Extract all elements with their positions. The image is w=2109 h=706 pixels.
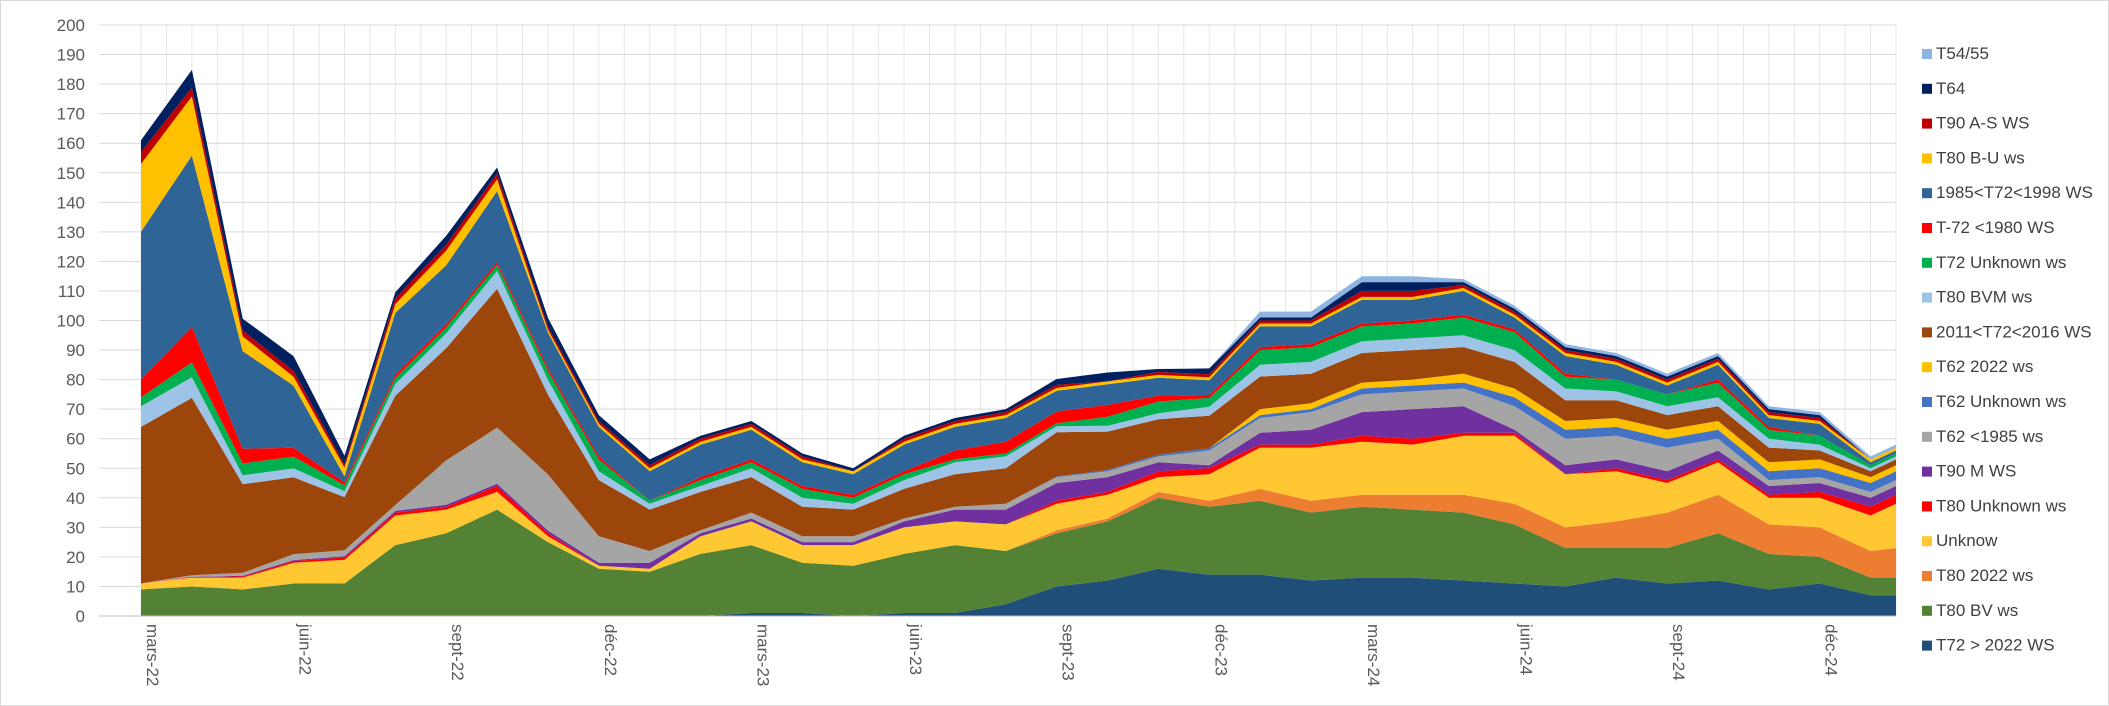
y-tick-label: 150 (57, 164, 85, 183)
legend-swatch (1922, 327, 1932, 338)
legend-label: T72 > 2022 WS (1936, 636, 2055, 655)
x-tick-label: sept-23 (1059, 624, 1078, 681)
legend-swatch (1922, 362, 1932, 373)
legend-swatch (1922, 431, 1932, 442)
y-tick-label: 0 (76, 607, 85, 626)
plot-areas (141, 69, 1896, 616)
legend-swatch (1922, 397, 1932, 407)
x-tick-label: mars-24 (1364, 624, 1383, 686)
y-tick-label: 120 (57, 252, 85, 271)
legend-swatch (1922, 466, 1932, 477)
series-area-2011-t72-2016-ws (141, 288, 1896, 584)
y-tick-label: 10 (66, 577, 85, 596)
x-tick-label: déc-23 (1211, 624, 1230, 676)
legend-swatch (1922, 257, 1932, 268)
y-tick-label: 160 (57, 134, 85, 153)
x-tick-label: déc-22 (601, 624, 620, 676)
legend-label: T80 BVM ws (1936, 288, 2032, 307)
y-tick-label: 30 (66, 518, 85, 537)
series-area-t80-bv-ws (141, 497, 1896, 616)
legend: T54/55 T64 T90 A-S WS T80 B-U ws 1985<T72<19… (1922, 44, 2093, 655)
x-tick-label: juin-23 (906, 623, 925, 675)
legend-label: 1985<T72<1998 WS (1936, 183, 2093, 202)
legend-swatch (1922, 83, 1932, 94)
y-tick-label: 200 (57, 16, 85, 35)
legend-label: T90 A-S WS (1936, 114, 2030, 133)
legend-label: T62 Unknown ws (1936, 392, 2066, 411)
legend-swatch (1922, 536, 1932, 547)
legend-label: T80 2022 ws (1936, 566, 2033, 585)
y-tick-label: 180 (57, 75, 85, 94)
y-tick-label: 50 (66, 459, 85, 478)
legend-swatch (1922, 49, 1932, 59)
x-tick-label: déc-24 (1822, 624, 1841, 676)
series-area-1985-t72-1998-ws (141, 155, 1896, 501)
legend-swatch (1922, 292, 1932, 303)
legend-label: T62 2022 ws (1936, 357, 2033, 376)
legend-swatch (1922, 118, 1932, 129)
series-area-t72-2022-ws (141, 568, 1896, 616)
legend-label: T80 Unknown ws (1936, 496, 2066, 515)
y-tick-label: 140 (57, 193, 85, 212)
legend-swatch (1922, 571, 1932, 581)
legend-label: T-72 <1980 WS (1936, 218, 2055, 237)
legend-label: T64 (1936, 79, 1965, 98)
y-tick-label: 100 (57, 312, 85, 331)
legend-swatch (1922, 223, 1932, 233)
x-tick-label: sept-22 (448, 624, 467, 681)
y-tick-label: 20 (66, 548, 85, 567)
axes: 0 10 20 30 40 50 60 70 80 90 100 110 120 130 140 150 160… (57, 16, 1896, 686)
legend-label: 2011<T72<2016 WS (1936, 322, 2092, 341)
y-tick-label: 60 (66, 430, 85, 449)
y-tick-label: 110 (58, 282, 85, 301)
legend-swatch (1922, 640, 1932, 651)
legend-label: T72 Unknown ws (1936, 253, 2066, 272)
legend-label: Unknow (1936, 531, 1998, 550)
x-tick-label: mars-22 (143, 624, 162, 686)
y-tick-label: 80 (66, 371, 85, 390)
y-tick-label: 70 (66, 400, 85, 419)
x-tick-label: juin-22 (296, 623, 315, 675)
legend-label: T90 M WS (1936, 462, 2016, 481)
y-tick-label: 90 (66, 341, 85, 360)
legend-swatch (1922, 153, 1932, 164)
legend-label: T80 BV ws (1936, 601, 2018, 620)
y-tick-label: 130 (57, 223, 85, 242)
series-area-t72-unknown-ws (141, 265, 1896, 504)
x-tick-label: sept-24 (1669, 624, 1688, 681)
legend-swatch (1922, 188, 1932, 199)
legend-label: T80 B-U ws (1936, 148, 2025, 167)
y-tick-label: 190 (57, 46, 85, 65)
legend-swatch (1922, 605, 1932, 616)
y-tick-label: 40 (66, 489, 85, 508)
legend-swatch (1922, 501, 1932, 512)
series-area-t80-bvm-ws (141, 270, 1896, 510)
x-tick-label: juin-24 (1517, 623, 1536, 675)
x-tick-label: mars-23 (753, 624, 772, 686)
legend-label: T54/55 (1936, 44, 1989, 63)
y-tick-label: 170 (57, 105, 85, 124)
series-area-unknow (141, 435, 1896, 590)
series-area-t62-1985-ws (141, 388, 1896, 584)
series-area-t80-2022-ws (141, 488, 1896, 590)
legend-label: T62 <1985 ws (1936, 427, 2043, 446)
